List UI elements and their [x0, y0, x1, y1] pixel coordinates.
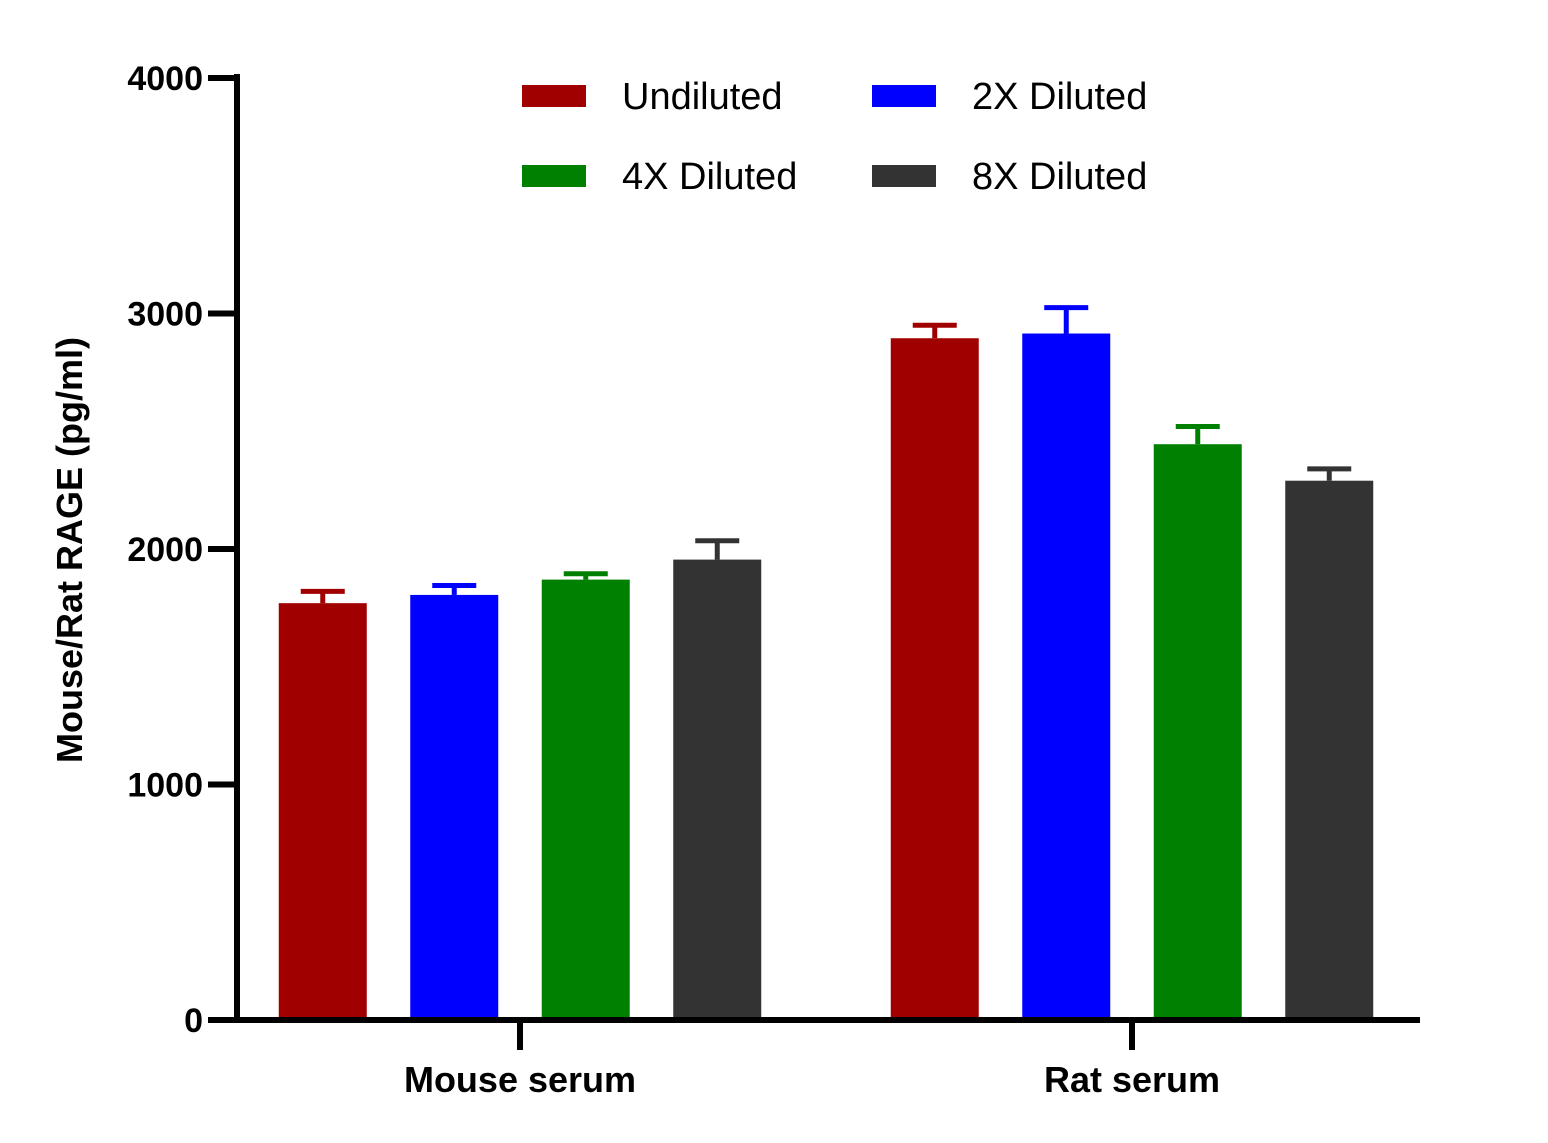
y-axis-title: Mouse/Rat RAGE (pg/ml): [49, 337, 90, 763]
x-ticks-layer: Mouse serum Rat serum: [404, 1020, 1220, 1100]
bar: [410, 594, 499, 1020]
y-tick-label: 1000: [127, 767, 203, 805]
bar: [278, 603, 367, 1020]
x-category-label: Rat serum: [1044, 1059, 1220, 1100]
legend-swatch: [522, 85, 586, 107]
bar: [890, 338, 979, 1020]
bar: [1153, 444, 1242, 1020]
legend-label: 4X Diluted: [622, 156, 797, 198]
error-bars-layer: [300, 305, 1352, 604]
y-tick-label: 0: [184, 1002, 203, 1040]
legend-label: Undiluted: [622, 76, 783, 118]
bars-layer: [278, 333, 1374, 1021]
bar: [541, 579, 630, 1020]
legend-swatch: [872, 85, 936, 107]
legend-swatch: [522, 165, 586, 187]
x-category-label: Mouse serum: [404, 1059, 636, 1100]
legend-label: 8X Diluted: [972, 156, 1147, 198]
bar: [673, 559, 762, 1020]
legend: Undiluted 2X Diluted 4X Diluted 8X Diluted: [522, 76, 1147, 198]
y-tick-label: 2000: [127, 531, 203, 569]
bar: [1285, 480, 1374, 1021]
legend-label: 2X Diluted: [972, 76, 1147, 118]
y-tick-label: 4000: [127, 60, 203, 98]
legend-swatch: [872, 165, 936, 187]
bar: [1022, 333, 1111, 1021]
y-tick-label: 3000: [127, 296, 203, 334]
y-ticks-layer: 0 1000 2000 3000 4000: [127, 60, 237, 1040]
